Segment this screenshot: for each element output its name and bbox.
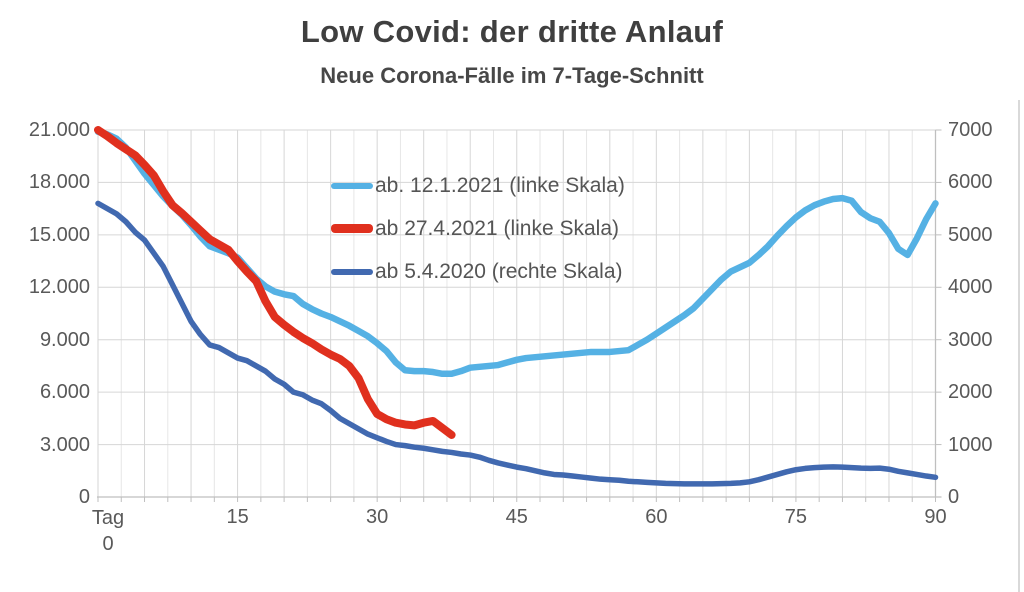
- x-axis-tick-label: 75: [784, 506, 808, 528]
- left-axis-tick-label: 6.000: [39, 381, 90, 404]
- right-axis-tick-label: 5000: [948, 223, 993, 246]
- left-axis-tick-label: 9.000: [39, 328, 90, 351]
- legend: ab. 12.1.2021 (linke Skala) ab 27.4.2021…: [331, 164, 625, 293]
- x-axis-tick-label: 60: [645, 506, 668, 528]
- x-axis-tick-label: 15: [226, 506, 249, 528]
- legend-label: ab. 12.1.2021 (linke Skala): [375, 173, 625, 197]
- page-right-border: [1018, 100, 1020, 592]
- chart-subtitle: Neue Corona-Fälle im 7-Tage-Schnitt: [320, 63, 704, 88]
- chart-title: Low Covid: der dritte Anlauf: [300, 14, 724, 49]
- x-axis-corner-label: Tag 0: [82, 505, 134, 557]
- x-axis-tick-label: 45: [505, 506, 528, 528]
- right-axis-tick-label: 1000: [948, 433, 993, 456]
- right-axis-tick-label: 4000: [948, 276, 993, 299]
- legend-item-darkblue: ab 5.4.2020 (rechte Skala): [331, 250, 625, 293]
- legend-marker-darkblue-line: [331, 268, 373, 275]
- legend-marker-red-line: [331, 224, 373, 233]
- legend-label: ab 5.4.2020 (rechte Skala): [375, 259, 623, 283]
- left-axis-tick-label: 18.000: [28, 171, 90, 194]
- left-axis-tick-label: 21.000: [28, 119, 90, 141]
- right-axis-tick-label: 3000: [948, 328, 993, 351]
- x-axis-tick-label: 90: [924, 506, 947, 528]
- x-axis-zero-label: 0: [102, 533, 114, 555]
- legend-marker-lightblue-line: [331, 182, 373, 189]
- legend-item-red: ab 27.4.2021 (linke Skala): [331, 207, 625, 250]
- right-axis-tick-label: 6000: [948, 171, 993, 194]
- left-axis-tick-label: 15.000: [28, 223, 90, 246]
- legend-item-blue: ab. 12.1.2021 (linke Skala): [331, 164, 625, 207]
- x-axis-unit-label: Tag: [91, 507, 125, 529]
- left-axis-tick-label: 12.000: [28, 276, 90, 299]
- right-axis-tick-label: 2000: [948, 381, 993, 404]
- legend-label: ab 27.4.2021 (linke Skala): [375, 216, 619, 240]
- right-axis-tick-label: 7000: [948, 119, 993, 141]
- right-axis-tick-label: 0: [948, 486, 960, 508]
- left-axis-tick-label: 3.000: [39, 433, 90, 456]
- left-axis-tick-label: 0: [78, 486, 90, 508]
- x-axis-tick-label: 30: [366, 506, 389, 528]
